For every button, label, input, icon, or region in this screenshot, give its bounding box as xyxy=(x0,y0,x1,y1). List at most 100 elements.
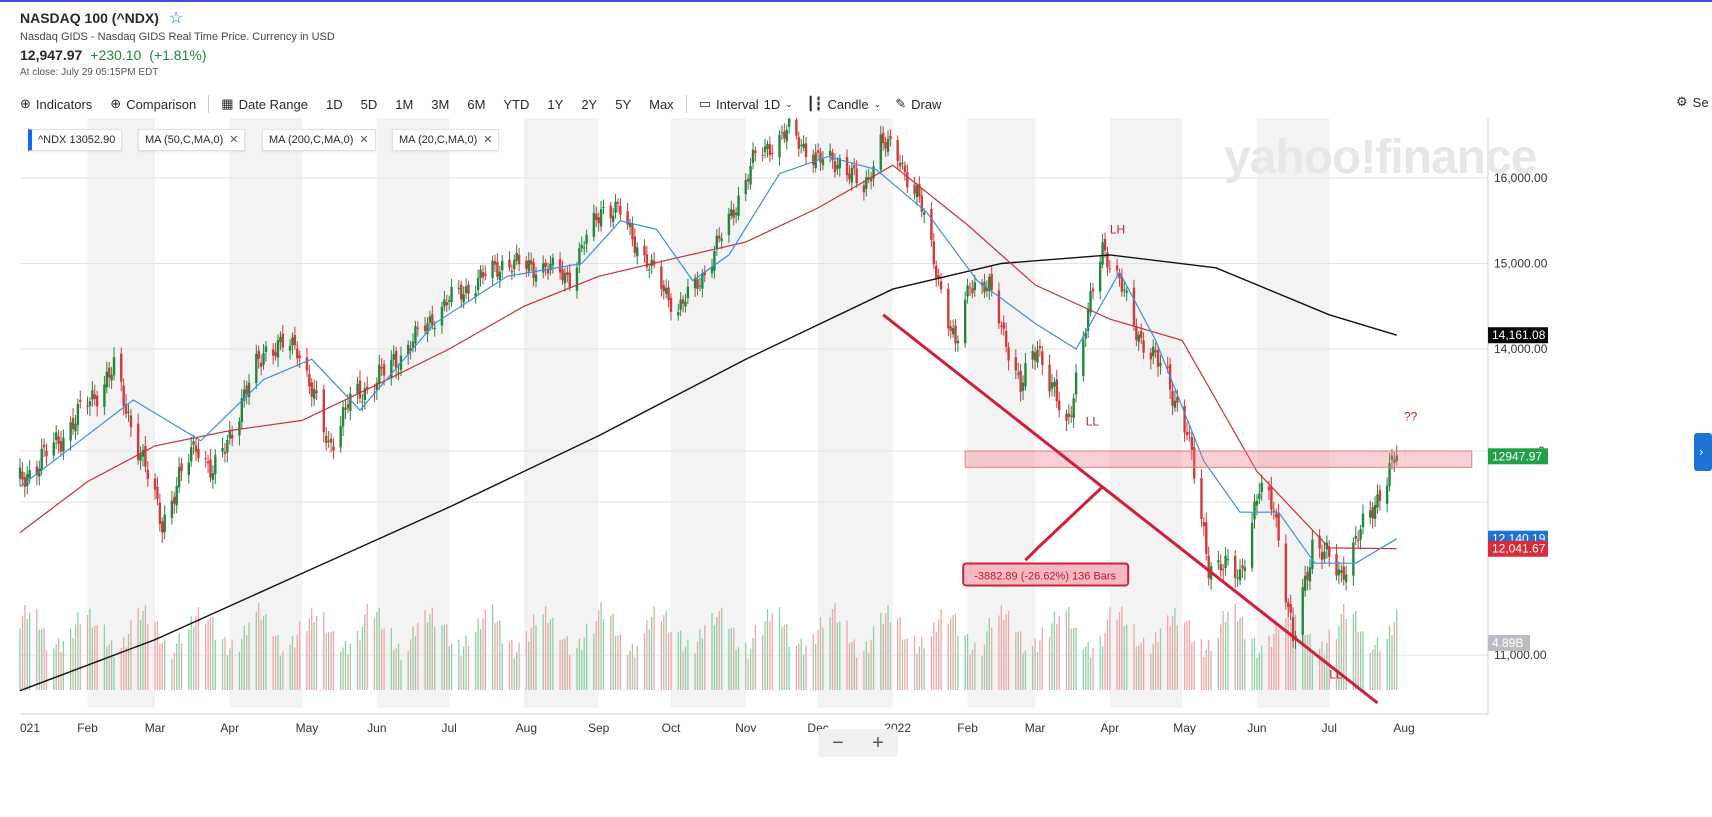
settings-button[interactable]: ⚙ Se xyxy=(1676,94,1709,110)
gear-icon: ⚙ xyxy=(1676,94,1688,109)
candle-body xyxy=(158,502,162,524)
candle-body xyxy=(1241,565,1244,569)
candle-body xyxy=(1021,382,1025,391)
price-row: 12,947.97 +230.10 (+1.81%) xyxy=(20,47,335,63)
ma200-chip-label: MA (200,C,MA,0) xyxy=(269,134,354,146)
measure-box[interactable] xyxy=(962,562,1130,587)
candle-body xyxy=(985,288,989,291)
candle-body xyxy=(568,272,571,288)
range-button-1m[interactable]: 1M xyxy=(395,96,414,112)
candle-body xyxy=(797,137,801,149)
close-icon[interactable]: ✕ xyxy=(229,134,239,146)
candle-body xyxy=(144,445,147,467)
expand-panel-tab[interactable] xyxy=(1694,433,1712,471)
candle-body xyxy=(1017,372,1020,375)
zoom-in-button[interactable]: + xyxy=(872,731,884,754)
candle-body xyxy=(804,143,808,157)
resistance-zone[interactable] xyxy=(964,450,1473,468)
last-price-tag-bg xyxy=(1488,448,1548,465)
close-icon[interactable]: ✕ xyxy=(359,134,369,146)
candle-body xyxy=(795,119,798,136)
annotation-label: LL xyxy=(1329,667,1343,681)
interval-button[interactable]: ▭ Interval 1D ⌄ xyxy=(699,96,793,112)
x-tick-label: Nov xyxy=(735,721,756,735)
candle-body xyxy=(1272,510,1275,512)
symbol-chip[interactable]: ^NDX 13052.90 xyxy=(28,129,123,151)
y-tick-label: 11,000.00 xyxy=(1494,648,1547,662)
candle-body xyxy=(498,271,502,281)
plus-circle-icon: ⊕ xyxy=(110,96,122,111)
candle-body xyxy=(968,287,972,289)
candle-body xyxy=(375,382,379,391)
candle-body xyxy=(595,213,598,221)
candle-body xyxy=(727,213,731,235)
toolbar-divider xyxy=(685,95,687,113)
range-button-1d[interactable]: 1D xyxy=(325,96,343,112)
close-icon[interactable]: ✕ xyxy=(483,134,493,146)
annotation-label: LL xyxy=(1086,415,1100,429)
candle-body xyxy=(648,269,651,271)
quote-header: NASDAQ 100 (^NDX) ☆ Nasdaq GIDS - Nasdaq… xyxy=(20,8,335,78)
comparison-label: Comparison xyxy=(126,96,197,112)
range-button-5y[interactable]: 5Y xyxy=(615,96,632,112)
candle-body xyxy=(423,325,427,332)
range-button-5d[interactable]: 5D xyxy=(360,96,378,112)
candle-body xyxy=(1058,400,1061,411)
candle-body xyxy=(1284,543,1288,603)
toolbar-divider xyxy=(208,95,210,113)
candle-body xyxy=(136,423,140,460)
ma200-chip[interactable]: MA (200,C,MA,0) ✕ xyxy=(262,129,376,151)
range-button-6m[interactable]: 6M xyxy=(467,96,486,112)
candle-body xyxy=(886,138,890,152)
candle-body xyxy=(1258,493,1261,500)
range-button-2y[interactable]: 2Y xyxy=(581,96,598,112)
trend-line[interactable] xyxy=(882,313,1379,705)
candle-body xyxy=(1000,325,1003,327)
candle-body xyxy=(525,260,528,269)
candle-body xyxy=(819,152,822,163)
candle-body xyxy=(1289,604,1292,613)
candle-body xyxy=(580,244,583,249)
candle-body xyxy=(42,444,46,448)
candle-body xyxy=(293,335,297,346)
range-button-3m[interactable]: 3M xyxy=(431,96,450,112)
candle-body xyxy=(390,359,393,379)
range-button-1y[interactable]: 1Y xyxy=(547,96,564,112)
ma20-chip-label: MA (20,C,MA,0) xyxy=(399,134,478,146)
candle-body xyxy=(69,422,72,441)
zoom-out-button[interactable]: − xyxy=(832,731,844,754)
comparison-button[interactable]: ⊕ Comparison xyxy=(110,96,196,112)
range-button-ytd[interactable]: YTD xyxy=(503,96,530,112)
candle-body xyxy=(474,293,477,298)
ma200-price-tag: 14,161.08 xyxy=(1492,328,1546,342)
ma200-line xyxy=(19,254,1398,692)
candle-body xyxy=(243,389,246,401)
range-button-max[interactable]: Max xyxy=(649,96,674,112)
star-icon[interactable]: ☆ xyxy=(168,10,184,27)
candle-body xyxy=(1074,372,1078,395)
close-time: At close: July 29 05:15PM EDT xyxy=(20,67,159,78)
candle-body xyxy=(105,371,109,388)
candle-body xyxy=(749,165,752,185)
candle-body xyxy=(426,323,429,335)
candle-body xyxy=(780,132,784,134)
candle-body xyxy=(91,390,94,400)
calendar-icon: ▦ xyxy=(221,96,234,111)
price-chart[interactable]: -3882.89 (-26.62%) 136 Bars LH LL LL?? 16,00… xyxy=(0,118,1712,817)
ma50-chip[interactable]: MA (50,C,MA,0) ✕ xyxy=(138,129,246,151)
candle-body xyxy=(626,211,629,225)
indicators-button[interactable]: ⊕ Indicators xyxy=(20,96,92,112)
x-tick-label: Aug xyxy=(516,721,537,735)
candle-body xyxy=(1344,574,1348,583)
x-tick-label: Jun xyxy=(1247,721,1266,735)
chart-type-button[interactable]: ┃┇ Candle ⌄ xyxy=(807,96,881,112)
ma20-chip[interactable]: MA (20,C,MA,0) ✕ xyxy=(392,129,500,151)
date-range-button[interactable]: ▦ Date Range xyxy=(221,96,308,112)
x-tick-label: Oct xyxy=(662,721,681,735)
chevron-right-icon[interactable]: › xyxy=(1699,445,1704,459)
candle-body xyxy=(1205,522,1208,554)
candle-body xyxy=(1135,325,1138,340)
x-tick-label: Mar xyxy=(1025,721,1046,735)
candle-body xyxy=(1359,529,1362,540)
draw-button[interactable]: ✎ Draw xyxy=(895,96,941,112)
